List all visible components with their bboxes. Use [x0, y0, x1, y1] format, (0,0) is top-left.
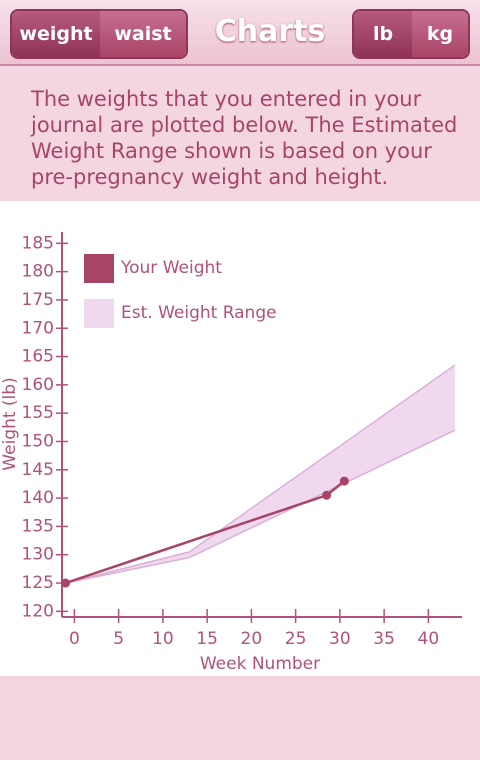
tab-button[interactable]: waist [100, 11, 186, 57]
x-tick-label: 35 [373, 629, 395, 649]
tab-button[interactable]: weight [12, 11, 100, 57]
y-axis-label: Weight (lb) [0, 377, 20, 470]
top-bar: weight waist Charts lb kg [0, 0, 480, 66]
y-tick-label: 145 [22, 460, 54, 480]
x-tick-label: 40 [418, 629, 440, 649]
description: The weights that you entered in your jou… [31, 86, 457, 190]
x-tick-label: 0 [69, 629, 80, 649]
screen-title: Charts [214, 14, 326, 49]
x-tick-label: 15 [196, 629, 218, 649]
y-tick-label: 120 [22, 601, 54, 621]
y-tick-label: 160 [22, 375, 54, 395]
y-tick-label: 175 [22, 290, 54, 310]
legend-label: Your Weight [120, 258, 222, 278]
description-line: journal are plotted below. The Estimated [31, 113, 458, 137]
x-tick-label: 5 [113, 629, 124, 649]
legend-swatch [84, 254, 114, 283]
description-line: The weights that you entered in your [31, 87, 422, 111]
weight-point [61, 578, 71, 588]
x-tick-label: 30 [329, 629, 351, 649]
y-tick-label: 140 [22, 488, 54, 508]
x-tick-label: 20 [241, 629, 263, 649]
y-tick-label: 185 [22, 233, 54, 253]
legend-swatch [84, 299, 114, 328]
x-tick-label: 10 [152, 629, 174, 649]
y-tick-label: 170 [22, 318, 54, 338]
legend-label: Est. Weight Range [121, 303, 277, 323]
x-tick-label: 25 [285, 629, 307, 649]
y-tick-label: 135 [22, 516, 54, 536]
y-tick-label: 125 [22, 573, 54, 593]
y-tick-label: 155 [22, 403, 54, 423]
unit-button[interactable]: kg [412, 11, 468, 57]
y-tick-label: 180 [22, 262, 54, 282]
y-tick-label: 165 [22, 347, 54, 367]
range-edge [65, 429, 456, 584]
x-axis-label: Week Number [200, 654, 320, 674]
description-line: Weight Range shown is based on your [31, 139, 432, 163]
unit-button[interactable]: lb [354, 11, 412, 57]
y-tick-label: 130 [22, 545, 54, 565]
range-edge [65, 364, 456, 584]
metric-toggle: weight waist [10, 9, 188, 59]
unit-toggle: lb kg [352, 9, 470, 59]
y-tick-label: 150 [22, 431, 54, 451]
weight-point [339, 476, 349, 486]
description-line: pre-pregnancy weight and height. [31, 165, 389, 189]
weight-point [322, 490, 332, 500]
